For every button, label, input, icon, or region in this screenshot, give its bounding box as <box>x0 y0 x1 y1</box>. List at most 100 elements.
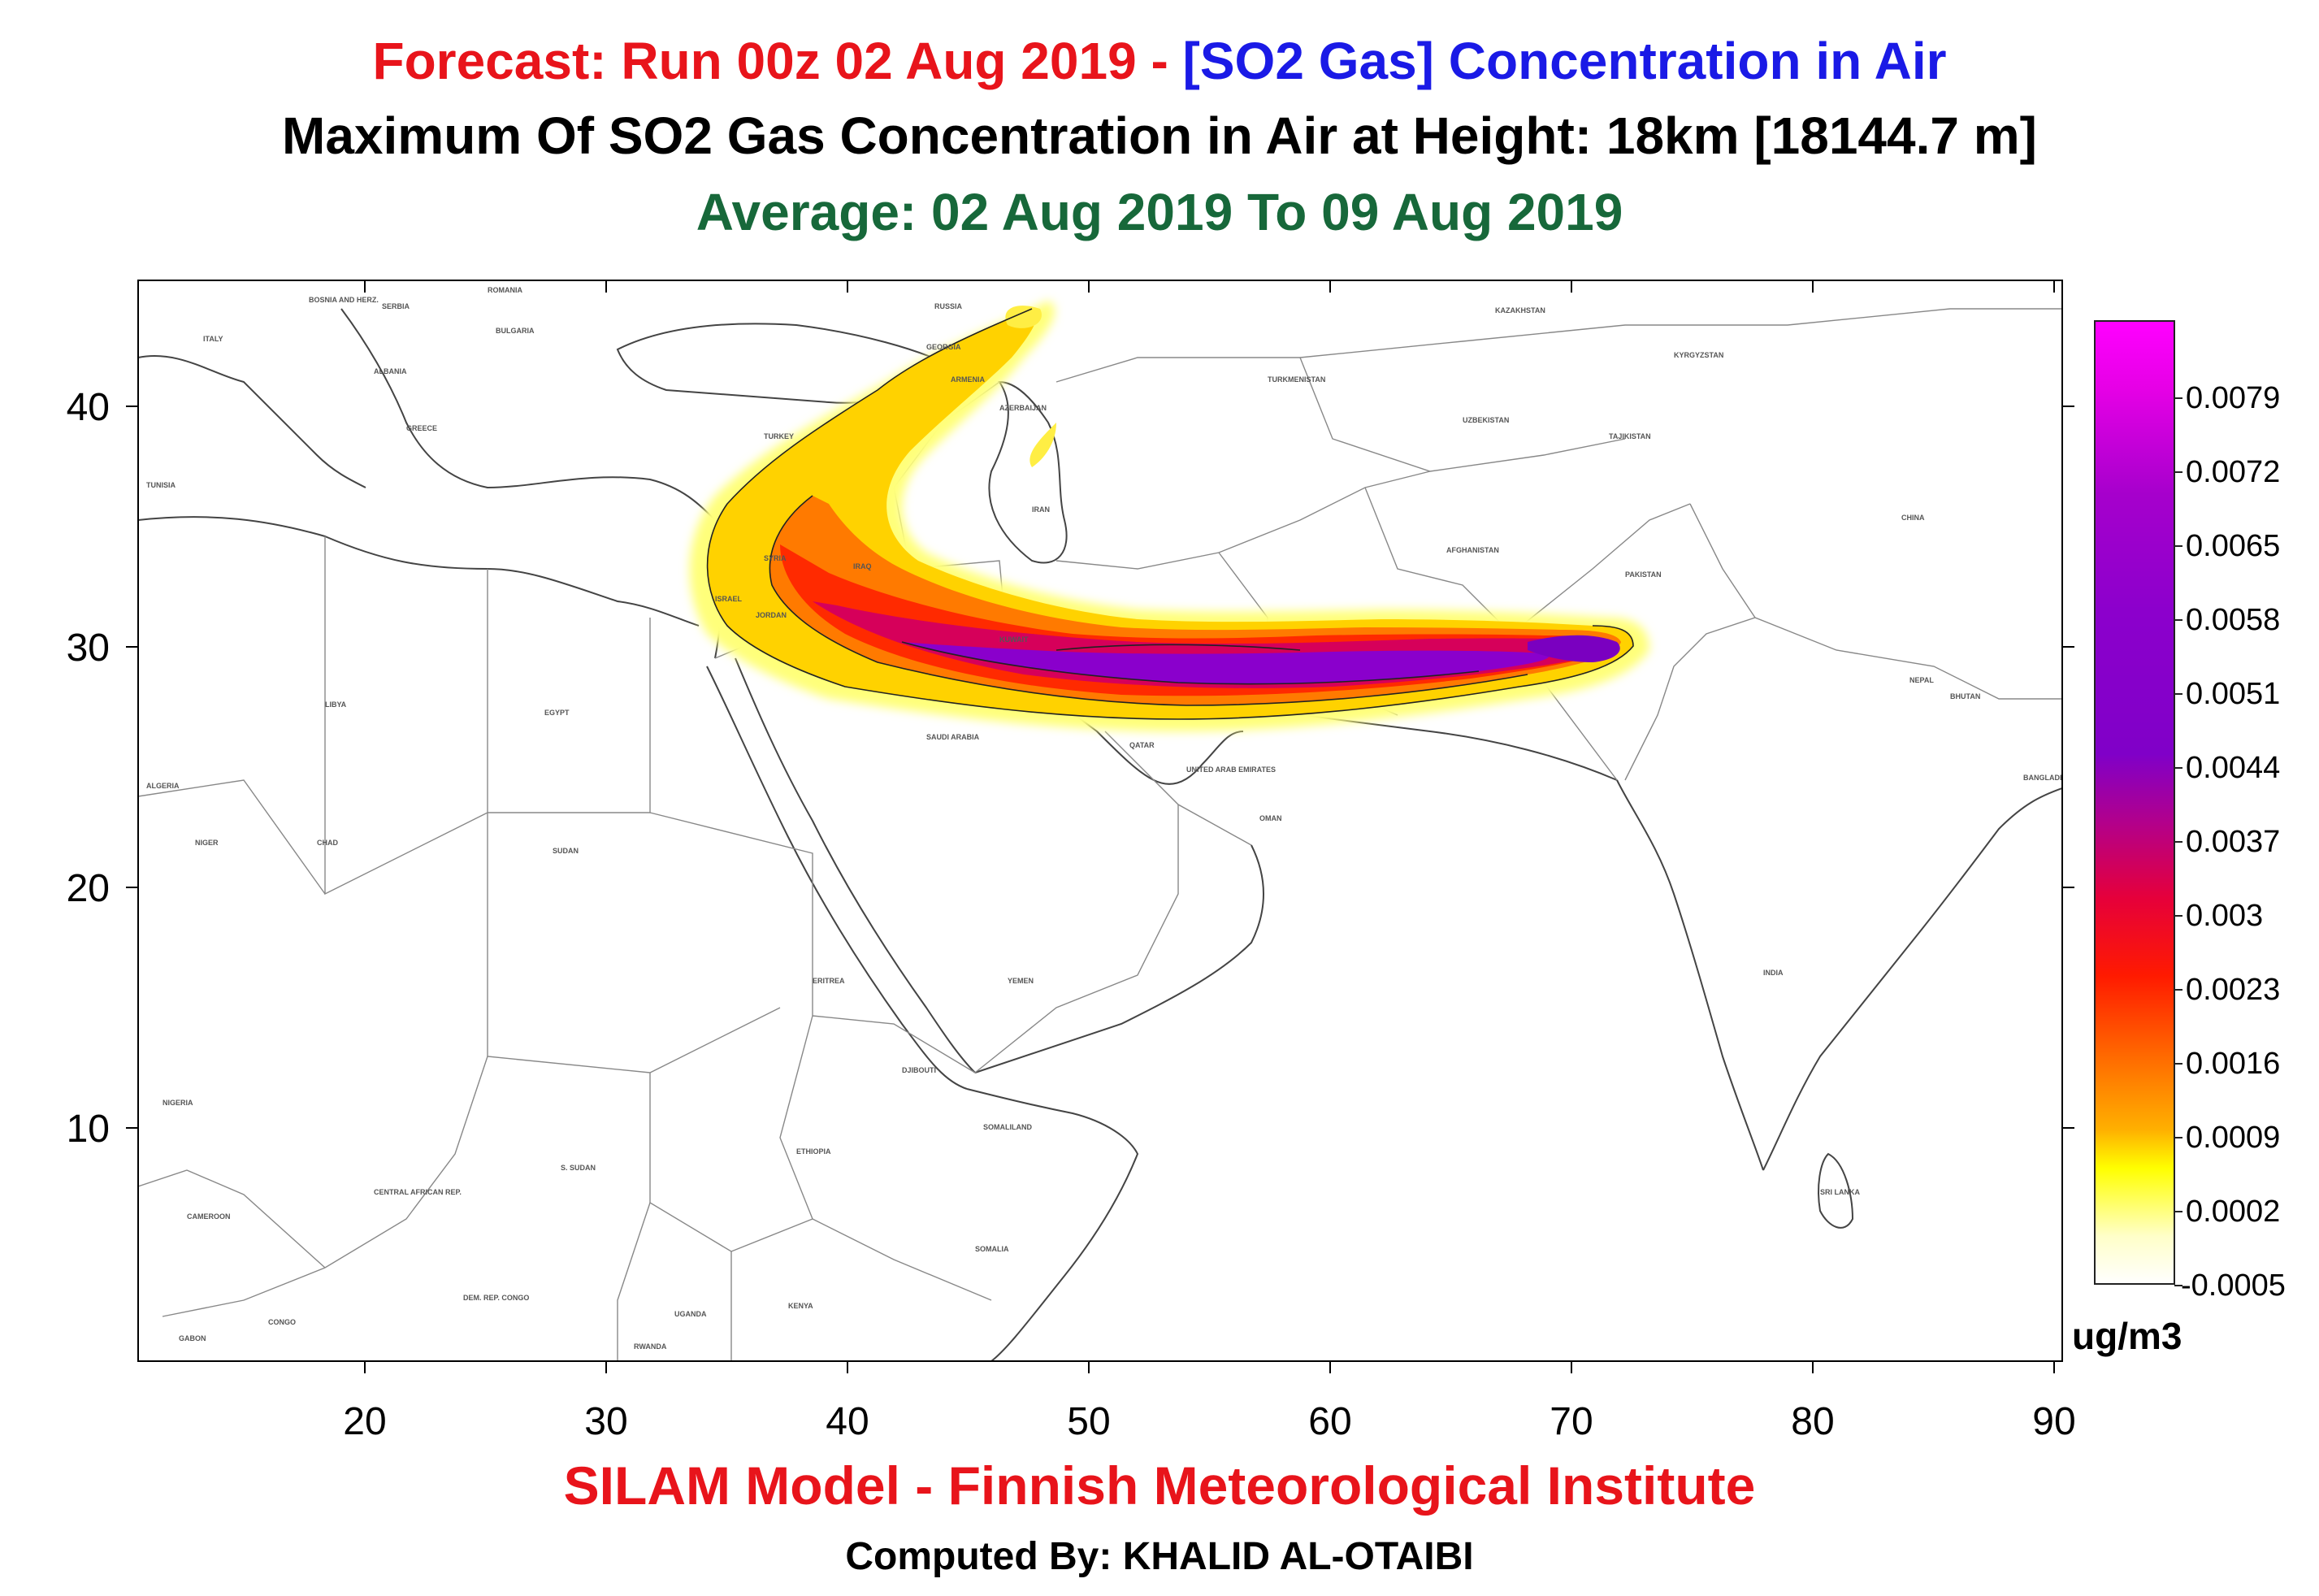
label-georgia: GEORGIA <box>926 343 961 351</box>
label-ethiopia: ETHIOPIA <box>796 1147 831 1156</box>
y-tick-40: 40 <box>67 386 110 429</box>
label-tajikistan: TAJIKISTAN <box>1609 432 1651 440</box>
colorbar-labels: 0.0079 0.0072 0.0065 0.0058 0.0051 0.004… <box>2181 381 2286 1303</box>
x-axis-ticks <box>364 280 2055 1373</box>
forecast-title: Forecast: Run 00z 02 Aug 2019 - [SO2 Gas… <box>0 31 2319 91</box>
label-pakistan: PAKISTAN <box>1625 570 1662 579</box>
author-credit: Computed By: KHALID AL-OTAIBI <box>845 1535 1474 1578</box>
averaging-period: Average: 02 Aug 2019 To 09 Aug 2019 <box>696 183 1623 241</box>
label-oman: OMAN <box>1259 814 1282 822</box>
label-drc: DEM. REP. CONGO <box>463 1294 529 1302</box>
x-axis-labels: 20 30 40 50 60 70 80 90 <box>343 1400 2075 1443</box>
variable-title: Maximum Of SO2 Gas Concentration in Air … <box>282 106 2037 165</box>
colorbar-gradient <box>2094 320 2175 1285</box>
label-uae: UNITED ARAB EMIRATES <box>1186 765 1276 774</box>
x-tick-70: 70 <box>1550 1400 1593 1443</box>
label-india: INDIA <box>1763 969 1784 977</box>
label-uzbekistan: UZBEKISTAN <box>1463 416 1509 424</box>
cb-label-11: 0.0002 <box>2186 1195 2280 1229</box>
label-greece: GREECE <box>406 424 437 432</box>
label-algeria: ALGERIA <box>146 782 180 790</box>
cb-label-4: 0.0051 <box>2186 677 2280 711</box>
label-kyrgyzstan: KYRGYZSTAN <box>1674 351 1723 359</box>
label-armenia: ARMENIA <box>951 375 985 384</box>
x-tick-30: 30 <box>584 1400 627 1443</box>
label-kenya: KENYA <box>788 1302 813 1310</box>
cb-label-8: 0.0023 <box>2186 973 2280 1007</box>
y-axis-labels: 40 30 20 10 <box>67 386 110 1151</box>
label-israel: ISRAEL <box>715 595 743 603</box>
label-romania: ROMANIA <box>488 286 522 294</box>
label-bhutan: BHUTAN <box>1950 692 1980 700</box>
label-uganda: UGANDA <box>674 1310 707 1318</box>
cb-label-1: 0.0072 <box>2186 455 2280 489</box>
label-south-sudan: S. SUDAN <box>561 1164 596 1172</box>
label-serbia: SERBIA <box>382 302 410 310</box>
label-yemen: YEMEN <box>1008 977 1034 985</box>
cb-label-3: 0.0058 <box>2186 603 2280 637</box>
cb-label-0: 0.0079 <box>2186 381 2280 415</box>
label-sri-lanka: SRI LANKA <box>1820 1188 1860 1196</box>
label-cameroon: CAMEROON <box>187 1212 231 1221</box>
label-china: CHINA <box>1901 514 1925 522</box>
map-frame <box>137 280 2063 1362</box>
colorbar: 0.0079 0.0072 0.0065 0.0058 0.0051 0.004… <box>2072 320 2286 1357</box>
label-bosnia: BOSNIA AND HERZ. <box>309 296 379 304</box>
forecast-run-label: Forecast: Run 00z 02 Aug 2019 - <box>372 32 1183 90</box>
label-eritrea: ERITREA <box>813 977 845 985</box>
label-congo: CONGO <box>268 1318 296 1326</box>
label-afghanistan: AFGHANISTAN <box>1446 546 1499 554</box>
x-tick-80: 80 <box>1791 1400 1834 1443</box>
label-sudan: SUDAN <box>553 847 579 855</box>
country-labels: BOSNIA AND HERZ. SERBIA ROMANIA BULGARIA… <box>146 286 2075 1351</box>
label-russia: RUSSIA <box>934 302 963 310</box>
label-turkmenistan: TURKMENISTAN <box>1268 375 1325 384</box>
basemap: BOSNIA AND HERZ. SERBIA ROMANIA BULGARIA… <box>138 286 2075 1361</box>
cb-label-2: 0.0065 <box>2186 529 2280 563</box>
species-label: [SO2 Gas] Concentration in Air <box>1182 32 1947 90</box>
colorbar-ticks <box>2174 397 2182 1286</box>
label-gabon: GABON <box>179 1334 206 1342</box>
label-nepal: NEPAL <box>1909 676 1934 684</box>
label-qatar: QATAR <box>1129 741 1155 749</box>
cb-label-7: 0.003 <box>2186 899 2263 933</box>
label-saudi-arabia: SAUDI ARABIA <box>926 733 980 741</box>
cb-label-9: 0.0016 <box>2186 1047 2280 1081</box>
x-tick-50: 50 <box>1067 1400 1110 1443</box>
y-tick-20: 20 <box>67 867 110 910</box>
label-syria: SYRIA <box>764 554 787 562</box>
label-car: CENTRAL AFRICAN REP. <box>374 1188 462 1196</box>
label-jordan: JORDAN <box>756 611 787 619</box>
cb-label-10: 0.0009 <box>2186 1121 2280 1155</box>
label-nigeria: NIGERIA <box>163 1099 193 1107</box>
label-libya: LIBYA <box>325 700 347 709</box>
label-turkey: TURKEY <box>764 432 794 440</box>
cb-label-12: -0.0005 <box>2181 1269 2286 1303</box>
label-egypt: EGYPT <box>544 709 570 717</box>
label-somaliland: SOMALILAND <box>983 1123 1032 1131</box>
label-bangladesh: BANGLADESH <box>2023 774 2075 782</box>
x-tick-40: 40 <box>826 1400 869 1443</box>
x-tick-60: 60 <box>1308 1400 1351 1443</box>
label-somalia: SOMALIA <box>975 1245 1009 1253</box>
y-tick-10: 10 <box>67 1108 110 1151</box>
label-kazakhstan: KAZAKHSTAN <box>1495 306 1545 314</box>
y-tick-30: 30 <box>67 627 110 670</box>
label-azerbaijan: AZERBAIJAN <box>999 404 1047 412</box>
label-niger: NIGER <box>195 839 219 847</box>
x-tick-90: 90 <box>2032 1400 2075 1443</box>
label-iraq: IRAQ <box>853 562 872 570</box>
cb-label-5: 0.0044 <box>2186 751 2280 785</box>
label-italy: ITALY <box>203 335 223 343</box>
plume-contours <box>706 308 1634 720</box>
label-tunisia: TUNISIA <box>146 481 176 489</box>
label-djibouti: DJIBOUTI <box>902 1066 936 1074</box>
label-rwanda: RWANDA <box>634 1342 667 1351</box>
y-axis-ticks <box>126 406 2074 1129</box>
model-credit: SILAM Model - Finnish Meteorological Ins… <box>563 1455 1756 1516</box>
label-albania: ALBANIA <box>374 367 407 375</box>
label-kuwait: KUWAIT <box>999 635 1029 644</box>
label-bulgaria: BULGARIA <box>496 327 535 335</box>
colorbar-unit: ug/m3 <box>2072 1315 2182 1357</box>
